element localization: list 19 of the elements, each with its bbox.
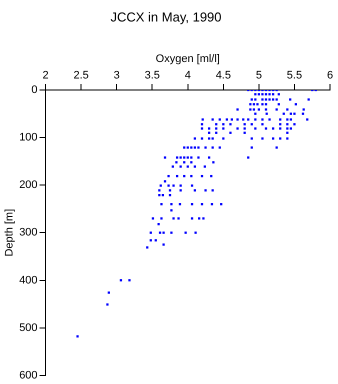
x-tick-label: 3.5 [144, 69, 160, 82]
x-tick-label: 2.5 [73, 69, 89, 82]
chart-title: JCCX in May, 1990 [110, 9, 222, 24]
y-tick-label: 400 [19, 274, 38, 286]
x-axis-title: Oxygen [ml/l] [156, 53, 220, 66]
y-tick-label: 100 [19, 132, 38, 144]
x-tick-label: 6 [326, 69, 334, 82]
y-tick-label: 500 [19, 322, 38, 334]
x-tick-label: 3 [114, 69, 120, 82]
y-tick-label: 0 [31, 84, 38, 96]
x-tick-label: 5.5 [286, 69, 302, 82]
x-tick-label: 4 [184, 69, 191, 82]
y-axis-title: Depth [m] [4, 208, 16, 257]
x-tick-label: 4.5 [216, 69, 231, 82]
y-tick-label: 300 [19, 226, 38, 239]
x-tick-label: 5 [256, 69, 262, 82]
y-tick-label: 200 [19, 179, 38, 192]
y-tick-label: 600 [19, 369, 38, 382]
x-tick-label: 2 [42, 69, 49, 82]
